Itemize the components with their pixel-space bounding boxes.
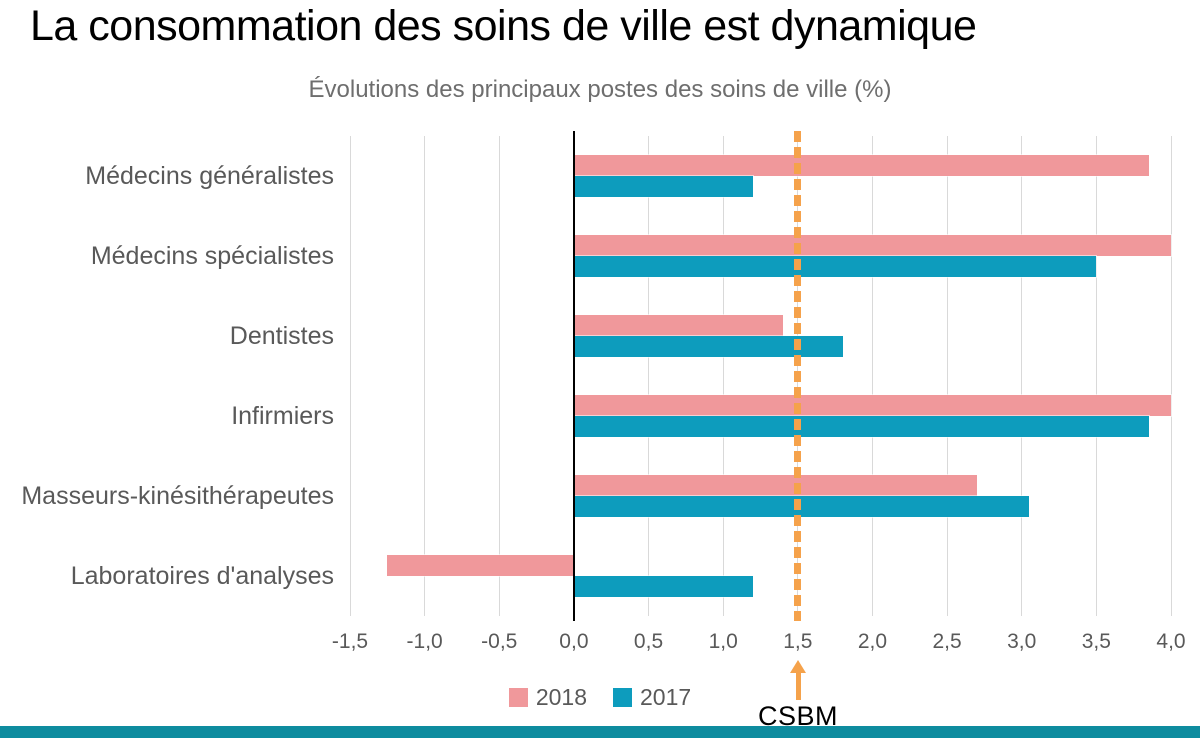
bar-2018-medecins-specialistes — [573, 235, 1171, 256]
tick-label--1.5: -1,5 — [331, 630, 369, 653]
legend-swatch-2018 — [508, 688, 528, 707]
tick-label-1: 1,0 — [708, 630, 738, 653]
gridline--0.5 — [498, 136, 500, 616]
gridline-0.5 — [648, 136, 650, 616]
bar-2018-medecins-generalistes — [573, 155, 1149, 176]
legend-swatch-2017 — [613, 688, 632, 707]
tick-label-0.5: 0,5 — [633, 630, 664, 653]
slide-title: La consommation des soins de ville est d… — [30, 2, 977, 50]
bar-2017-medecins-generalistes — [573, 176, 754, 197]
tick-label-1.5: 1,5 — [783, 630, 813, 653]
gridline--1.5 — [349, 136, 351, 616]
legend-label-2017: 2017 — [640, 684, 692, 710]
gridline--1 — [424, 136, 426, 616]
legend-item-2018: 2018 — [508, 684, 587, 711]
bar-2018-laboratoires-d-analyses — [387, 555, 574, 576]
chart-title: Évolutions des principaux postes des soi… — [308, 76, 892, 103]
legend: 2018 2017 — [0, 684, 1200, 711]
tick-label-2: 2,0 — [857, 630, 888, 653]
bar-2018-infirmiers — [573, 395, 1171, 416]
gridline-3.5 — [1095, 136, 1097, 616]
footer-band — [0, 726, 1200, 738]
gridline-1 — [722, 136, 724, 616]
tick-label-0: 0,0 — [559, 630, 589, 653]
csbm-annotation: CSBM — [752, 660, 844, 732]
x-axis-tick-labels: -1,5 -1,0 -0,5 0,0 0,5 1,0 1,5 2,0 2,5 3,0 3,5 4,0 — [332, 630, 1186, 660]
bar-2017-medecins-specialistes — [573, 256, 1097, 277]
bar-2017-laboratoires-d-analyses — [573, 576, 754, 597]
tick-label-3.5: 3,5 — [1081, 630, 1111, 653]
bar-2018-dentistes — [573, 315, 783, 336]
legend-item-2017: 2017 — [613, 684, 691, 711]
tick-label--1: -1,0 — [406, 630, 443, 653]
category-label-medecins-specialistes: Médecins spécialistes — [90, 241, 334, 270]
category-axis: Médecins généralistes Médecins spécialist… — [0, 136, 340, 616]
tick-label-3: 3,0 — [1007, 630, 1037, 653]
tick-label--0.5: -0,5 — [481, 630, 518, 653]
category-label-masseurs-kinesitherapeutes: Masseurs-kinésithérapeutes — [21, 481, 334, 510]
tick-label-2.5: 2,5 — [932, 630, 962, 653]
category-label-laboratoires-d-analyses: Laboratoires d'analyses — [70, 561, 334, 590]
zero-axis-line — [572, 131, 575, 621]
gridline-2.5 — [946, 136, 948, 616]
tick-label-4: 4,0 — [1156, 630, 1186, 653]
bar-2018-masseurs-kinesitherapeutes — [573, 475, 977, 496]
arrow-up-icon — [790, 660, 806, 700]
gridline-4 — [1170, 136, 1172, 616]
bar-2017-dentistes — [573, 336, 843, 357]
gridline-3 — [1021, 136, 1023, 616]
reference-line-csbm — [794, 131, 802, 621]
bar-2017-infirmiers — [573, 416, 1149, 437]
category-label-infirmiers: Infirmiers — [231, 401, 334, 430]
plot-area — [349, 131, 1172, 621]
category-label-medecins-generalistes: Médecins généralistes — [85, 161, 334, 190]
gridline-2 — [871, 136, 873, 616]
legend-label-2018: 2018 — [535, 684, 587, 710]
category-label-dentistes: Dentistes — [229, 321, 334, 350]
bar-2017-masseurs-kinesitherapeutes — [573, 496, 1030, 517]
